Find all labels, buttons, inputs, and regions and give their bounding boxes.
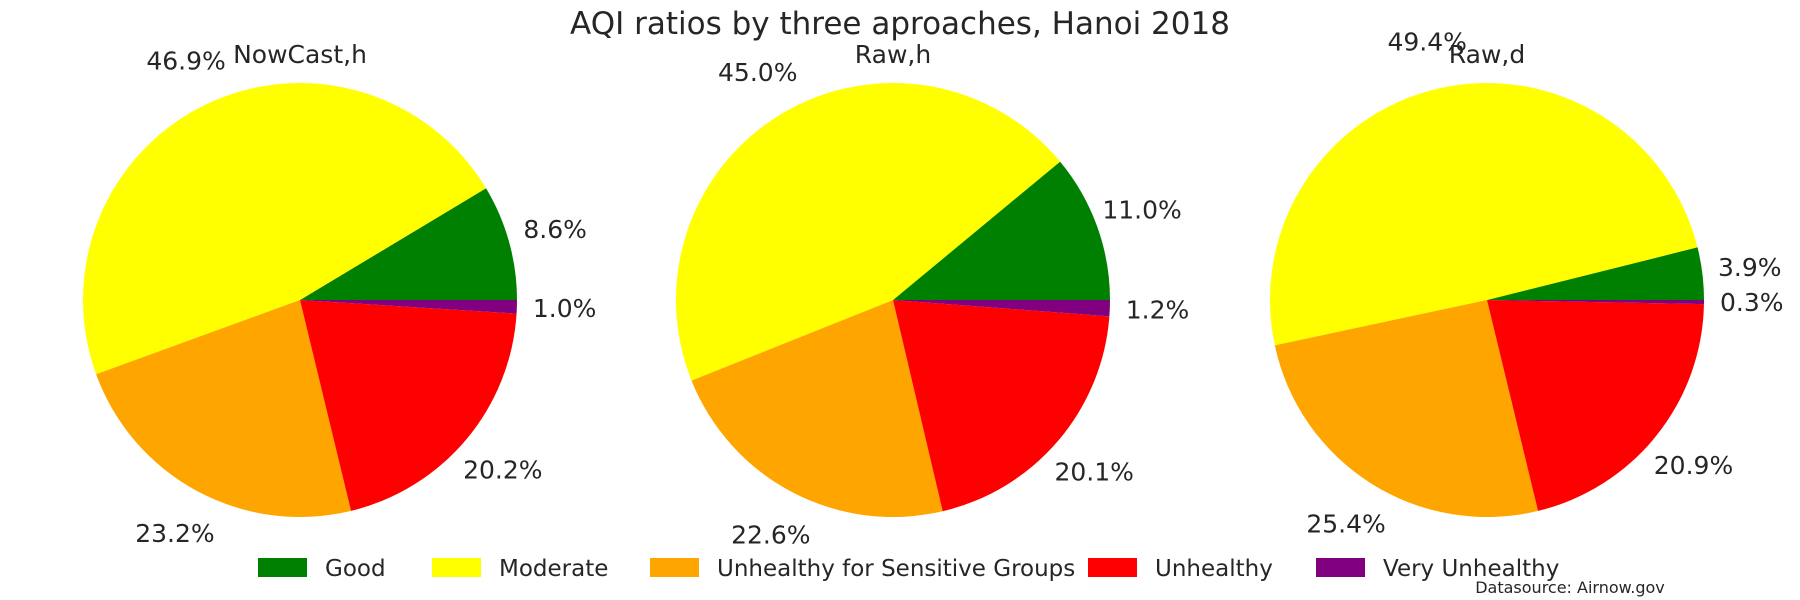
pie-title-raw-h: Raw,h [855, 40, 931, 69]
legend-label-good: Good [325, 556, 386, 582]
slice-label-raw-h-good: 11.0% [1102, 196, 1181, 225]
slice-raw-d-unhealthy-for-sensitive-groups [1274, 300, 1539, 517]
legend-swatch-unhealthy [1088, 558, 1137, 577]
slice-label-nowcast-h-good: 8.6% [523, 215, 587, 244]
slice-label-raw-d-unhealthy: 20.9% [1654, 451, 1733, 480]
slice-label-raw-d-unhealthy-for-sensitive-groups: 25.4% [1306, 510, 1385, 539]
slice-raw-d-good [1487, 247, 1704, 300]
slice-label-raw-d-good: 3.9% [1718, 253, 1782, 282]
pie-title-raw-d: Raw,d [1449, 40, 1525, 69]
slice-raw-d-moderate [1270, 83, 1698, 346]
legend-swatch-unhealthy-for-sensitive-groups [650, 558, 699, 577]
slice-nowcast-h-unhealthy [300, 300, 517, 511]
legend-item-unhealthy: Unhealthy [1088, 556, 1273, 582]
legend-item-moderate: Moderate [432, 556, 608, 582]
slice-label-raw-h-unhealthy: 20.1% [1054, 458, 1133, 487]
slice-nowcast-h-very-unhealthy [300, 300, 517, 314]
slice-label-raw-d-moderate: 49.4% [1387, 28, 1466, 57]
legend-label-moderate: Moderate [499, 556, 608, 582]
pie-nowcast-h: 8.6% 46.9% 23.2% 20.2% 1.0% NowCast,h [82, 40, 597, 548]
source-note: Datasource: Airnow.gov [1475, 578, 1665, 597]
pie-raw-h: 11.0% 45.0% 22.6% 20.1% 1.2% Raw,h [676, 40, 1189, 549]
slice-label-raw-h-moderate: 45.0% [718, 58, 797, 87]
slice-nowcast-h-unhealthy-for-sensitive-groups [96, 300, 352, 517]
legend-label-unhealthy: Unhealthy [1155, 556, 1273, 582]
slice-raw-h-moderate [676, 83, 1061, 381]
legend-swatch-good [258, 558, 307, 577]
slice-raw-h-very-unhealthy [893, 300, 1110, 317]
legend-item-unhealthy-for-sensitive-groups: Unhealthy for Sensitive Groups [650, 556, 1075, 582]
slice-label-nowcast-h-very-unhealthy: 1.0% [533, 294, 597, 323]
chart-title: AQI ratios by three aproaches, Hanoi 201… [570, 6, 1230, 42]
slice-nowcast-h-good [300, 188, 517, 300]
legend-swatch-very-unhealthy [1316, 558, 1365, 577]
slice-nowcast-h-moderate [82, 82, 487, 375]
slice-label-nowcast-h-unhealthy-for-sensitive-groups: 23.2% [135, 519, 214, 548]
slice-label-nowcast-h-moderate: 46.9% [146, 47, 225, 76]
slice-label-raw-d-very-unhealthy: 0.3% [1720, 288, 1784, 317]
pie-raw-d: 3.9% 49.4% 25.4% 20.9% 0.3% Raw,d [1270, 28, 1783, 539]
legend-item-very-unhealthy: Very Unhealthy [1316, 556, 1559, 582]
legend-swatch-moderate [432, 558, 481, 577]
slice-label-nowcast-h-unhealthy: 20.2% [463, 456, 542, 485]
legend-label-very-unhealthy: Very Unhealthy [1383, 556, 1559, 582]
legend-label-unhealthy-for-sensitive-groups: Unhealthy for Sensitive Groups [717, 556, 1075, 582]
slice-raw-d-unhealthy [1487, 300, 1704, 511]
pies-group: 8.6% 46.9% 23.2% 20.2% 1.0% NowCast,h 11.0% 45.… [82, 28, 1783, 549]
slice-label-raw-h-unhealthy-for-sensitive-groups: 22.6% [731, 520, 810, 549]
slice-raw-h-unhealthy-for-sensitive-groups [691, 300, 943, 517]
slice-raw-h-good [893, 161, 1110, 300]
slice-raw-d-very-unhealthy [1487, 300, 1704, 305]
slice-label-raw-h-very-unhealthy: 1.2% [1126, 295, 1190, 324]
legend: Good Moderate Unhealthy for Sensitive Grou… [258, 556, 1559, 582]
legend-item-good: Good [258, 556, 386, 582]
slice-raw-h-unhealthy [893, 300, 1110, 512]
pie-title-nowcast-h: NowCast,h [233, 40, 367, 69]
